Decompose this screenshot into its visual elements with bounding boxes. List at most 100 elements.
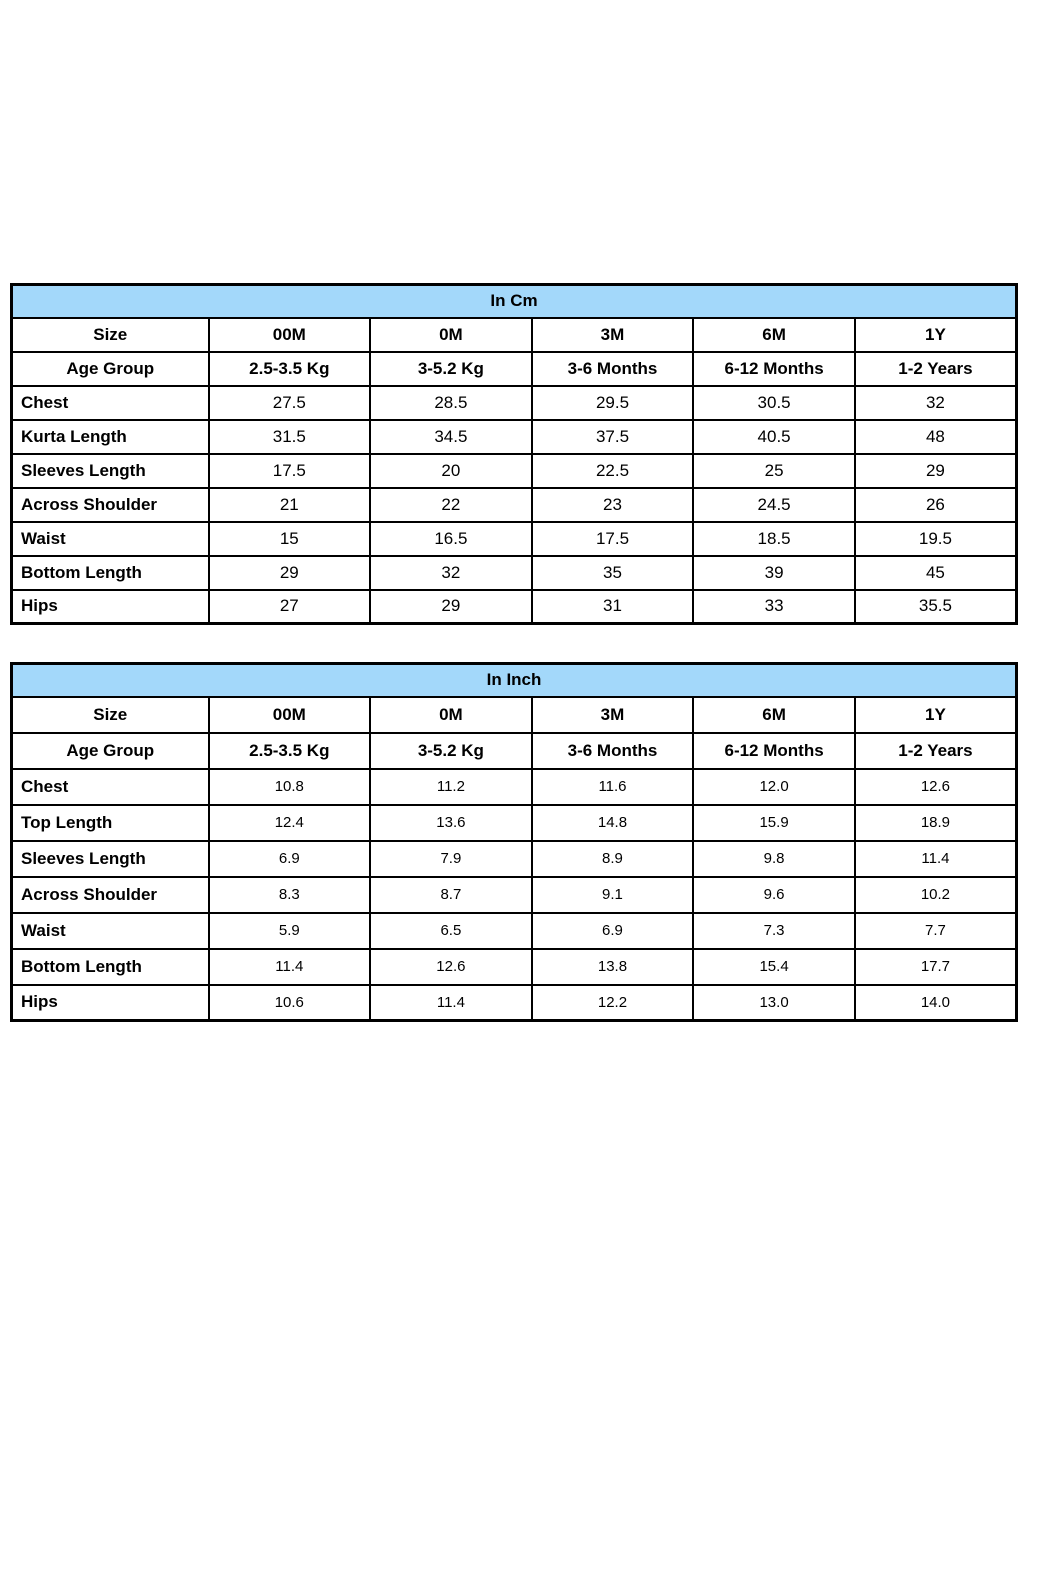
value-cell: 13.8 [530, 947, 695, 986]
value-cell: 20 [369, 452, 533, 489]
table-row: Hips 27 29 31 33 35.5 [10, 588, 1018, 625]
age-group-cell: 6-12 Months [692, 731, 856, 770]
size-col-header: 3M [530, 695, 695, 734]
value-cell: 28.5 [369, 384, 533, 421]
value-cell: 8.3 [207, 875, 372, 914]
measurement-label: Waist [10, 911, 210, 950]
value-cell: 11.2 [369, 767, 533, 806]
value-cell: 9.6 [692, 875, 856, 914]
table-row: Top Length 12.4 13.6 14.8 15.9 18.9 [10, 803, 1018, 842]
age-group-cell: 2.5-3.5 Kg [207, 731, 372, 770]
value-cell: 22.5 [530, 452, 695, 489]
value-cell: 18.5 [692, 520, 856, 557]
value-cell: 5.9 [207, 911, 372, 950]
table-row: Across Shoulder 8.3 8.7 9.1 9.6 10.2 [10, 875, 1018, 914]
age-group-cell: 1-2 Years [853, 731, 1018, 770]
value-cell: 29 [369, 588, 533, 625]
measurement-label: Waist [10, 520, 210, 557]
value-cell: 40.5 [692, 418, 856, 455]
value-cell: 17.5 [530, 520, 695, 557]
size-header-row: Size 00M 0M 3M 6M 1Y [10, 316, 1018, 353]
value-cell: 13.6 [369, 803, 533, 842]
value-cell: 35.5 [853, 588, 1018, 625]
value-cell: 19.5 [853, 520, 1018, 557]
value-cell: 18.9 [853, 803, 1018, 842]
size-col-header: 6M [692, 695, 856, 734]
table-title: In Cm [10, 283, 1018, 319]
measurement-label: Bottom Length [10, 947, 210, 986]
size-col-header: 3M [530, 316, 695, 353]
size-col-header: 6M [692, 316, 856, 353]
measurement-label: Hips [10, 588, 210, 625]
value-cell: 11.6 [530, 767, 695, 806]
value-cell: 15.9 [692, 803, 856, 842]
value-cell: 10.8 [207, 767, 372, 806]
value-cell: 9.8 [692, 839, 856, 878]
value-cell: 30.5 [692, 384, 856, 421]
size-col-header: 1Y [853, 695, 1018, 734]
measurement-label: Kurta Length [10, 418, 210, 455]
measurement-label: Bottom Length [10, 554, 210, 591]
value-cell: 39 [692, 554, 856, 591]
value-cell: 7.7 [853, 911, 1018, 950]
value-cell: 33 [692, 588, 856, 625]
table-row: Sleeves Length 17.5 20 22.5 25 29 [10, 452, 1018, 489]
table-row: Waist 15 16.5 17.5 18.5 19.5 [10, 520, 1018, 557]
age-group-row: Age Group 2.5-3.5 Kg 3-5.2 Kg 3-6 Months 6-1… [10, 350, 1018, 387]
value-cell: 34.5 [369, 418, 533, 455]
value-cell: 12.6 [853, 767, 1018, 806]
table-row: Kurta Length 31.5 34.5 37.5 40.5 48 [10, 418, 1018, 455]
value-cell: 11.4 [369, 983, 533, 1022]
value-cell: 14.0 [853, 983, 1018, 1022]
value-cell: 15.4 [692, 947, 856, 986]
value-cell: 12.2 [530, 983, 695, 1022]
value-cell: 37.5 [530, 418, 695, 455]
value-cell: 16.5 [369, 520, 533, 557]
table-title-row: In Cm [10, 283, 1018, 319]
measurement-label: Chest [10, 384, 210, 421]
size-row-label: Size [10, 316, 210, 353]
measurement-label: Hips [10, 983, 210, 1022]
value-cell: 7.3 [692, 911, 856, 950]
age-group-row: Age Group 2.5-3.5 Kg 3-5.2 Kg 3-6 Months 6-1… [10, 731, 1018, 770]
value-cell: 13.0 [692, 983, 856, 1022]
table-row: Sleeves Length 6.9 7.9 8.9 9.8 11.4 [10, 839, 1018, 878]
measurement-label: Chest [10, 767, 210, 806]
value-cell: 45 [853, 554, 1018, 591]
age-group-cell: 2.5-3.5 Kg [207, 350, 372, 387]
value-cell: 12.4 [207, 803, 372, 842]
value-cell: 27.5 [207, 384, 372, 421]
value-cell: 6.9 [207, 839, 372, 878]
table-row: Chest 27.5 28.5 29.5 30.5 32 [10, 384, 1018, 421]
size-col-header: 0M [369, 316, 533, 353]
age-group-cell: 6-12 Months [692, 350, 856, 387]
table-row: Bottom Length 29 32 35 39 45 [10, 554, 1018, 591]
value-cell: 6.9 [530, 911, 695, 950]
size-col-header: 1Y [853, 316, 1018, 353]
value-cell: 17.7 [853, 947, 1018, 986]
value-cell: 35 [530, 554, 695, 591]
value-cell: 29 [853, 452, 1018, 489]
measurement-label: Sleeves Length [10, 452, 210, 489]
age-group-cell: 3-6 Months [530, 350, 695, 387]
value-cell: 17.5 [207, 452, 372, 489]
value-cell: 6.5 [369, 911, 533, 950]
size-row-label: Size [10, 695, 210, 734]
value-cell: 31 [530, 588, 695, 625]
table-title-row: In Inch [10, 662, 1018, 698]
value-cell: 8.7 [369, 875, 533, 914]
table-row: Hips 10.6 11.4 12.2 13.0 14.0 [10, 983, 1018, 1022]
value-cell: 15 [207, 520, 372, 557]
value-cell: 12.0 [692, 767, 856, 806]
value-cell: 25 [692, 452, 856, 489]
value-cell: 10.2 [853, 875, 1018, 914]
value-cell: 9.1 [530, 875, 695, 914]
value-cell: 11.4 [853, 839, 1018, 878]
age-group-cell: 3-5.2 Kg [369, 350, 533, 387]
value-cell: 8.9 [530, 839, 695, 878]
table-title: In Inch [10, 662, 1018, 698]
size-col-header: 0M [369, 695, 533, 734]
value-cell: 21 [207, 486, 372, 523]
value-cell: 12.6 [369, 947, 533, 986]
